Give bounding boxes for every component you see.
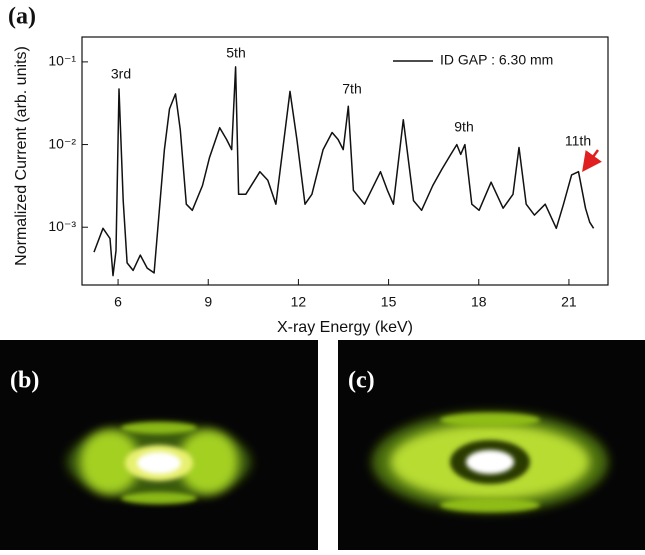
peak-annotation: 7th (342, 81, 361, 97)
panel-label: (a) (8, 4, 36, 30)
y-axis-label: Normalized Current (arb. units) (13, 46, 30, 266)
y-tick-label: 10⁻¹ (48, 53, 76, 69)
y-tick-label: 10⁻² (48, 135, 76, 151)
x-tick-label: 6 (114, 294, 122, 310)
peak-annotation: 11th (565, 133, 591, 149)
x-tick-label: 9 (204, 294, 212, 310)
x-tick-label: 15 (381, 294, 397, 310)
peak-annotation: 5th (226, 45, 245, 61)
image-c (338, 340, 645, 550)
x-axis-label: X-ray Energy (keV) (277, 319, 413, 336)
x-tick-label: 18 (471, 294, 487, 310)
x-tick-label: 12 (291, 294, 307, 310)
peak-annotation: 9th (454, 119, 473, 135)
plot-frame (82, 37, 608, 285)
panel-label: (c) (348, 368, 375, 394)
y-tick-label: 10⁻³ (48, 218, 76, 234)
image-b (0, 340, 318, 550)
x-tick-label: 21 (561, 294, 577, 310)
peak-annotation: 3rd (111, 66, 131, 82)
annotation-arrow (585, 150, 598, 168)
figure: 6 9 12 15 18 21 10⁻¹ 10⁻² 10⁻³ X-ray Energy (keV)… (0, 0, 645, 550)
legend-label: ID GAP : 6.30 mm (440, 52, 553, 68)
data-line (94, 67, 594, 276)
panel-label: (b) (10, 368, 39, 394)
